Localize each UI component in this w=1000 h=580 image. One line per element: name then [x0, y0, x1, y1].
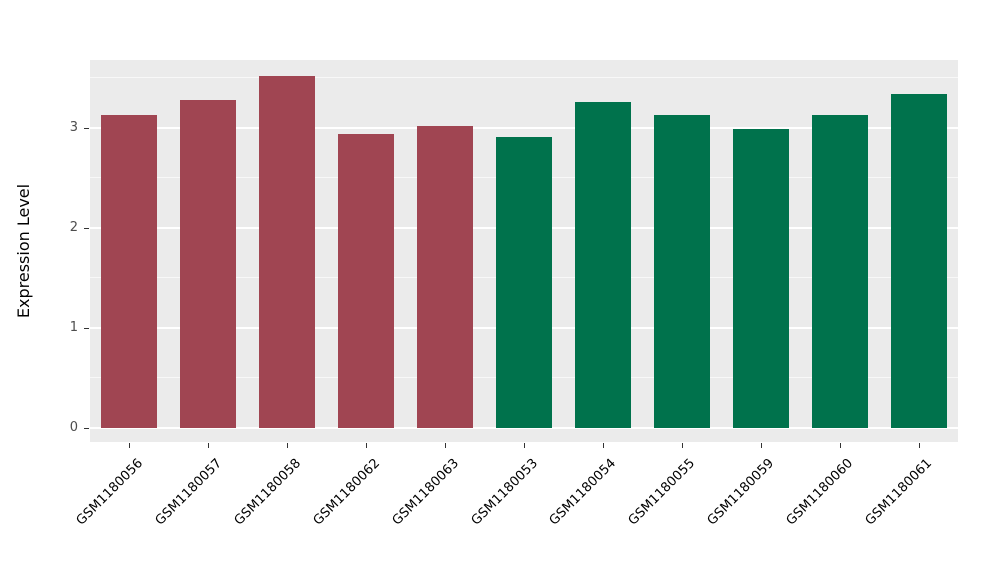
- y-tick-mark: [84, 328, 89, 329]
- x-tick-mark: [208, 443, 210, 448]
- bar-GSM1180059: [732, 129, 789, 428]
- y-tick-label: 3: [69, 120, 78, 135]
- gridline-minor: [90, 77, 958, 78]
- gridline-major: [90, 427, 958, 429]
- bar-GSM1180056: [101, 115, 158, 428]
- bar-GSM1180061: [890, 94, 947, 428]
- bar-GSM1180053: [496, 137, 552, 428]
- x-tick-mark: [602, 443, 604, 448]
- y-tick-mark: [84, 428, 89, 429]
- bar-GSM1180058: [259, 76, 316, 428]
- bar-GSM1180060: [811, 115, 868, 428]
- x-tick-label: GSM1180056: [73, 456, 147, 529]
- x-tick-label: GSM1180061: [862, 456, 936, 529]
- bar-GSM1180062: [338, 134, 395, 428]
- x-tick-label: GSM1180055: [625, 456, 699, 529]
- x-tick-mark: [366, 443, 368, 448]
- gridline-major: [90, 127, 958, 129]
- x-tick-label: GSM1180053: [468, 456, 541, 529]
- x-tick-mark: [681, 443, 683, 448]
- x-tick-mark: [445, 443, 447, 448]
- plot-panel: [90, 60, 958, 442]
- y-tick-mark: [84, 228, 89, 229]
- x-tick-label: GSM1180054: [547, 456, 620, 529]
- x-tick-mark: [918, 443, 920, 448]
- x-tick-label: GSM1180062: [310, 456, 383, 529]
- y-tick-label: 2: [69, 220, 78, 235]
- x-tick-mark: [760, 443, 762, 448]
- x-tick-label: GSM1180057: [152, 456, 225, 529]
- x-tick-label: GSM1180059: [704, 456, 778, 529]
- bar-GSM1180063: [417, 126, 474, 428]
- x-tick-mark: [839, 443, 841, 448]
- y-tick-label: 1: [69, 320, 78, 335]
- bar-GSM1180054: [574, 102, 631, 428]
- y-axis-title-text: Expression Level: [14, 183, 33, 319]
- bar-GSM1180055: [653, 115, 710, 428]
- x-tick-label: GSM1180058: [231, 456, 304, 529]
- y-tick-label: 0: [69, 420, 78, 435]
- x-tick-mark: [129, 443, 131, 448]
- x-tick-label: GSM1180060: [783, 456, 857, 529]
- y-tick-mark: [84, 128, 89, 129]
- x-tick-mark: [524, 443, 525, 448]
- x-tick-label: GSM1180063: [389, 456, 462, 529]
- bar-GSM1180057: [180, 100, 237, 428]
- x-tick-mark: [287, 443, 289, 448]
